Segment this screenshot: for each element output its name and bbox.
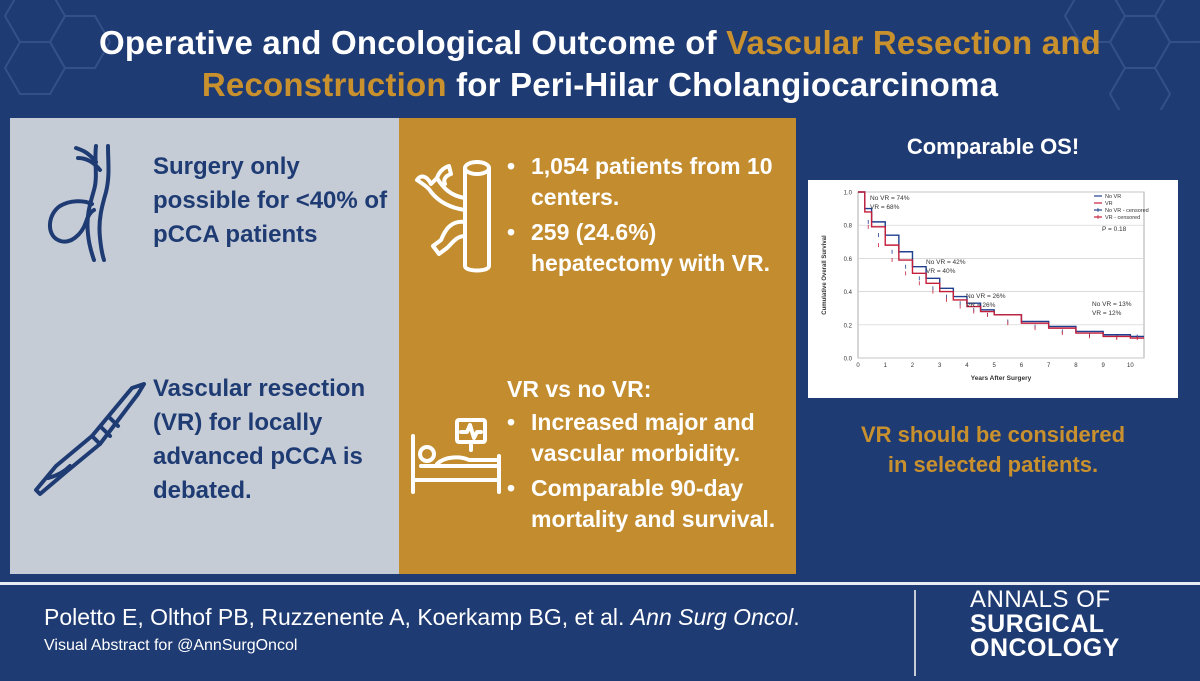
os-title: Comparable OS! [906,134,1080,159]
vr-heading: VR vs no VR: [507,376,652,402]
x-tick-label: 4 [965,363,969,369]
divider [914,590,916,676]
y-axis-label: Cumulative Overall Survival [822,235,828,315]
survival-chart: 0.0 0.2 0.4 0.6 0.8 1.0 0 1 2 3 4 5 6 7 8 9 10 Years Afte… [808,180,1178,398]
panel-background: Comparable OS! 0.0 0.2 0.4 0.6 0.8 1.0 0 1 2 3 4 5 6… [796,118,1190,574]
list-item: Increased major and vascular morbidity. [507,407,792,469]
annotation-label: No VR = 13% [1092,301,1132,308]
hospital-bed-icon [411,418,501,494]
y-tick-label: 0.0 [844,357,853,363]
annotation-label: VR = 26% [966,302,996,309]
title-part-2: for Peri-Hilar Cholangiocarcinoma [446,66,999,103]
panel-background: Surgery only possible for <40% of pCCA p… [10,118,399,574]
list-item: 259 (24.6%) hepatectomy with VR. [507,217,792,279]
citation-authors: Poletto E, Olthof PB, Ruzzenente A, Koer… [44,604,631,630]
legend-label: No VR - censored [1105,208,1149,214]
list-item: 1,054 patients from 10 centers. [507,151,792,213]
panel-background: 1,054 patients from 10 centers. 259 (24.… [399,118,796,574]
vascular-resection-text: Vascular resection (VR) for locally adva… [153,375,366,504]
patients-list: 1,054 patients from 10 centers. 259 (24.… [507,151,792,283]
x-tick-label: 10 [1127,363,1134,369]
hexagon-pattern-icon [3,0,1200,110]
x-tick-label: 7 [1047,363,1051,369]
annotation-label: VR = 12% [1092,310,1122,317]
citation-end: . [793,604,800,630]
x-axis-label: Years After Surgery [971,375,1032,382]
annotation-label: VR = 40% [926,268,956,275]
header: Operative and Oncological Outcome of Vas… [0,0,1200,110]
x-tick-label: 5 [993,363,997,369]
surgery-text: Surgery only possible for <40% of pCCA p… [153,153,388,248]
legend-label: VR [1105,201,1113,207]
x-tick-label: 9 [1101,363,1105,369]
p-value-label: P = 0.18 [1102,226,1127,233]
conclusion-line: VR should be considered [860,422,1126,447]
x-tick-label: 0 [856,363,860,369]
conclusion-text: VR should be considered in selected pati… [796,420,1190,480]
survival-chart-svg: 0.0 0.2 0.4 0.6 0.8 1.0 0 1 2 3 4 5 6 7 8 9 10 Years Afte… [822,191,1149,383]
y-tick-label: 0.4 [844,290,853,296]
annotation-label: No VR = 74% [870,195,910,202]
x-tick-label: 8 [1074,363,1078,369]
annotation-label: VR = 68% [870,204,900,211]
x-tick-label: 6 [1020,363,1024,369]
annotation-label: No VR = 42% [926,259,966,266]
y-tick-label: 0.2 [844,323,853,329]
legend-label: No VR [1105,194,1121,200]
divider [0,582,1200,585]
y-tick-label: 1.0 [844,191,853,197]
journal-logo-line: ONCOLOGY [970,634,1120,662]
x-tick-label: 1 [884,363,888,369]
vr-comparison-list: Increased major and vascular morbidity. … [507,407,792,539]
footer: Poletto E, Olthof PB, Ruzzenente A, Koer… [0,582,1200,681]
visual-abstract-credit: Visual Abstract for @AnnSurgOncol [44,637,298,654]
conclusion-line: in selected patients. [887,452,1099,477]
x-tick-label: 3 [938,363,942,369]
citation: Poletto E, Olthof PB, Ruzzenente A, Koer… [44,600,800,634]
x-tick-label: 2 [911,363,915,369]
vessel-icon [415,160,491,273]
title-accent-2: Reconstruction [201,66,447,103]
annotation-label: No VR = 26% [966,293,1006,300]
citation-journal: Ann Surg Oncol [630,604,794,630]
journal-logo-line: SURGICAL [970,610,1105,638]
series-line-1 [858,191,1144,339]
title-accent-1: Vascular Resection and [726,24,1102,61]
y-tick-label: 0.6 [844,257,853,263]
list-item: Comparable 90-day mortality and survival… [507,473,792,535]
bile-duct-icon [48,144,111,262]
journal-logo: ANNALS OF SURGICAL ONCOLOGY [970,586,1190,662]
scalpel-icon [34,382,146,496]
page-title: Operative and Oncological Outcome of Vas… [40,22,1160,106]
content-panels: Surgery only possible for <40% of pCCA p… [10,118,1190,574]
legend-label: VR - censored [1105,215,1140,221]
y-tick-label: 0.8 [844,224,853,230]
title-part-1: Operative and Oncological Outcome of [98,24,727,61]
journal-logo-line: ANNALS OF [970,586,1111,613]
